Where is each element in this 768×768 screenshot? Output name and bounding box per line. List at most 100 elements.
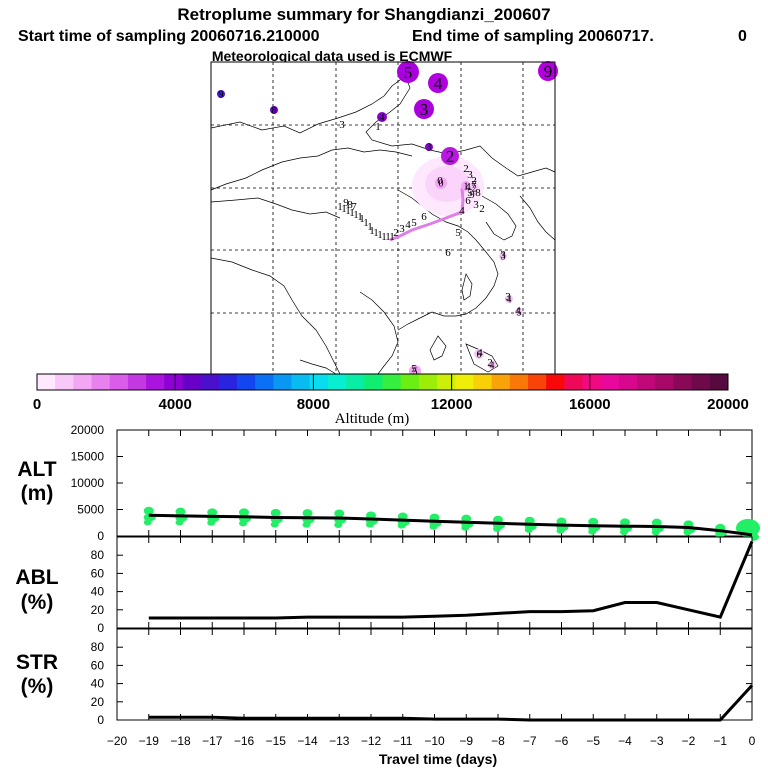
x-tick-label: −14 <box>297 734 318 748</box>
trajectory-day-label: 4 <box>405 219 411 231</box>
abl-line <box>148 540 754 620</box>
colorbar-swatch <box>546 374 565 390</box>
alt-spread-marker <box>524 526 533 533</box>
plume-circle-label: 3 <box>420 100 429 119</box>
colorbar-swatch <box>291 374 311 390</box>
plume-circle-label: 9 <box>219 90 224 101</box>
plume-circle <box>425 143 433 151</box>
trajectory-day-label: 5 <box>455 227 461 239</box>
plume-circle-label: 2 <box>472 184 477 195</box>
plume-circle <box>469 183 479 193</box>
plume-circle <box>538 61 558 81</box>
alt-spread-marker <box>239 508 249 517</box>
plume-circle-label: 5 <box>517 308 522 319</box>
alt-spread-marker <box>461 524 470 531</box>
colorbar-swatch <box>673 374 693 390</box>
plume-circle <box>397 61 419 83</box>
alt-spread-marker <box>620 529 628 536</box>
abl-frame <box>116 536 753 629</box>
abl-panel-unit: (%) <box>21 591 54 614</box>
str-line <box>148 684 754 722</box>
plume-circle <box>488 361 496 369</box>
colorbar-swatch <box>709 374 729 390</box>
colorbar-swatch <box>655 374 674 390</box>
x-tick-label: −2 <box>682 734 696 748</box>
plume-circle-label: 3 <box>501 252 506 263</box>
trajectory-day-label: 3 <box>473 199 479 211</box>
str-ytick-label: 0 <box>97 713 104 727</box>
alt-spread-marker <box>302 509 313 518</box>
x-tick-label: −17 <box>202 734 223 748</box>
trajectory-day-label: 3 <box>339 119 345 131</box>
colorbar-swatch <box>455 374 474 390</box>
trajectory-day-label: 1 <box>373 227 379 239</box>
str-ytick-label: 80 <box>91 640 105 654</box>
plume-circle-label: 8 <box>272 106 277 117</box>
trajectory-day-label: 0 <box>437 175 443 187</box>
start-time-label: Start time of sampling 20060716.210000 <box>18 28 320 45</box>
colorbar-tick-label: 12000 <box>431 396 473 413</box>
trajectory-day-label: 3 <box>505 291 511 303</box>
plume-circle-label: 2 <box>446 147 455 166</box>
str-panel-unit: (%) <box>21 675 54 698</box>
colorbar-swatch <box>600 374 620 390</box>
alt-panel-unit: (m) <box>21 482 54 505</box>
plume-circle <box>270 106 278 114</box>
trajectory-day-label: 1 <box>341 203 347 215</box>
trajectory-day-label: 1 <box>375 121 381 133</box>
alt-spread-marker <box>270 521 279 528</box>
alt-spread-marker <box>429 523 438 530</box>
alt-ytick-label: 15000 <box>71 450 105 464</box>
alt-spread-marker <box>397 522 406 529</box>
trajectory-day-label: 1 <box>357 211 363 223</box>
alt-spread-marker <box>207 519 216 526</box>
str-panel: 80 60 40 20 0 <box>91 628 754 727</box>
alt-spread-marker <box>270 508 281 517</box>
plume-circle <box>217 90 225 98</box>
colorbar-swatch <box>437 374 456 390</box>
trajectory-day-label: 1 <box>353 209 359 221</box>
trajectory-day-label: 4 <box>515 305 521 317</box>
colorbar-tick-label: 4000 <box>159 396 192 413</box>
figure-title: Retroplume summary for Shangdianzi_20060… <box>177 5 550 24</box>
alt-spread-marker <box>493 525 501 532</box>
alt-spread-marker <box>175 507 186 516</box>
colorbar-swatch <box>218 374 238 390</box>
alt-spread-marker <box>556 527 565 534</box>
x-tick-label: −19 <box>139 734 160 748</box>
x-tick-label: −5 <box>586 734 600 748</box>
colorbar-swatch <box>473 374 492 390</box>
altitude-colorbar: 0 4000 8000 12000 16000 20000 <box>33 373 749 413</box>
x-axis-label: Travel time (days) <box>379 751 497 767</box>
alt-spread-marker <box>143 519 152 526</box>
trajectory-day-label: 6 <box>465 195 471 207</box>
x-tick-label: 0 <box>749 734 756 748</box>
trajectory-day-label: 1 <box>349 207 355 219</box>
abl-ytick-label: 20 <box>91 603 105 617</box>
colorbar-swatch <box>582 374 602 390</box>
alt-spread-marker <box>302 521 311 528</box>
str-panel-label: STR <box>16 651 58 674</box>
plume-circle-label: 9 <box>544 62 553 81</box>
alt-ytick-label: 20000 <box>71 423 105 437</box>
trajectory-day-label: 5 <box>467 187 473 199</box>
colorbar-tick-label: 20000 <box>707 396 749 413</box>
str-frame <box>116 628 753 721</box>
x-tick-label: −15 <box>266 734 287 748</box>
plume-circle-label: 6 <box>477 350 482 361</box>
colorbar-swatch <box>127 374 147 390</box>
colorbar-swatch <box>527 374 547 390</box>
trajectory-day-label: 1 <box>377 229 383 241</box>
plume-circle <box>377 112 387 122</box>
colorbar-swatch <box>400 374 420 390</box>
plume-circle-label: 4 <box>434 74 443 93</box>
plume-circle <box>435 177 447 189</box>
plume-circle-label: 1 <box>464 182 469 193</box>
colorbar-swatch <box>564 374 583 390</box>
x-tick-label: −12 <box>361 734 382 748</box>
alt-spread-marker <box>175 519 184 526</box>
alt-spread-marker <box>651 529 660 536</box>
trajectory-day-label: 4 <box>477 347 483 359</box>
